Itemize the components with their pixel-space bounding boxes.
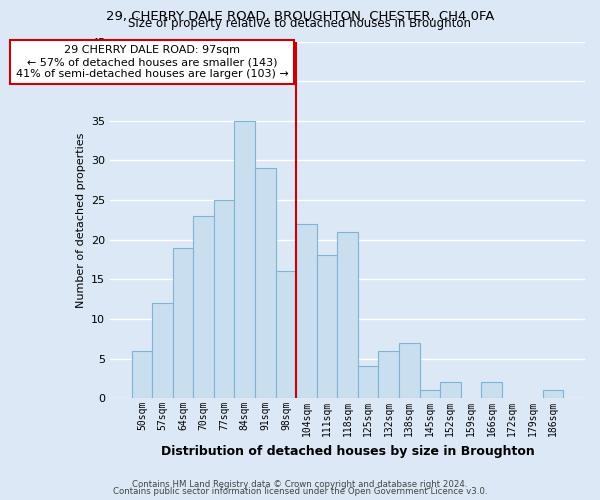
X-axis label: Distribution of detached houses by size in Broughton: Distribution of detached houses by size … — [161, 444, 535, 458]
Bar — [131, 350, 152, 398]
Text: Size of property relative to detached houses in Broughton: Size of property relative to detached ho… — [128, 18, 472, 30]
Bar — [543, 390, 563, 398]
Text: Contains HM Land Registry data © Crown copyright and database right 2024.: Contains HM Land Registry data © Crown c… — [132, 480, 468, 489]
Y-axis label: Number of detached properties: Number of detached properties — [76, 132, 86, 308]
Bar — [317, 256, 337, 398]
Bar — [275, 272, 296, 398]
Bar — [440, 382, 461, 398]
Bar — [358, 366, 379, 398]
Bar — [481, 382, 502, 398]
Bar — [419, 390, 440, 398]
Text: 29 CHERRY DALE ROAD: 97sqm
← 57% of detached houses are smaller (143)
41% of sem: 29 CHERRY DALE ROAD: 97sqm ← 57% of deta… — [16, 46, 289, 78]
Bar — [379, 350, 399, 398]
Bar — [235, 121, 255, 398]
Bar — [337, 232, 358, 398]
Bar — [296, 224, 317, 398]
Bar — [152, 303, 173, 398]
Bar — [255, 168, 275, 398]
Bar — [173, 248, 193, 398]
Bar — [193, 216, 214, 398]
Text: Contains public sector information licensed under the Open Government Licence v3: Contains public sector information licen… — [113, 487, 487, 496]
Text: 29, CHERRY DALE ROAD, BROUGHTON, CHESTER, CH4 0FA: 29, CHERRY DALE ROAD, BROUGHTON, CHESTER… — [106, 10, 494, 23]
Bar — [214, 200, 235, 398]
Bar — [399, 342, 419, 398]
